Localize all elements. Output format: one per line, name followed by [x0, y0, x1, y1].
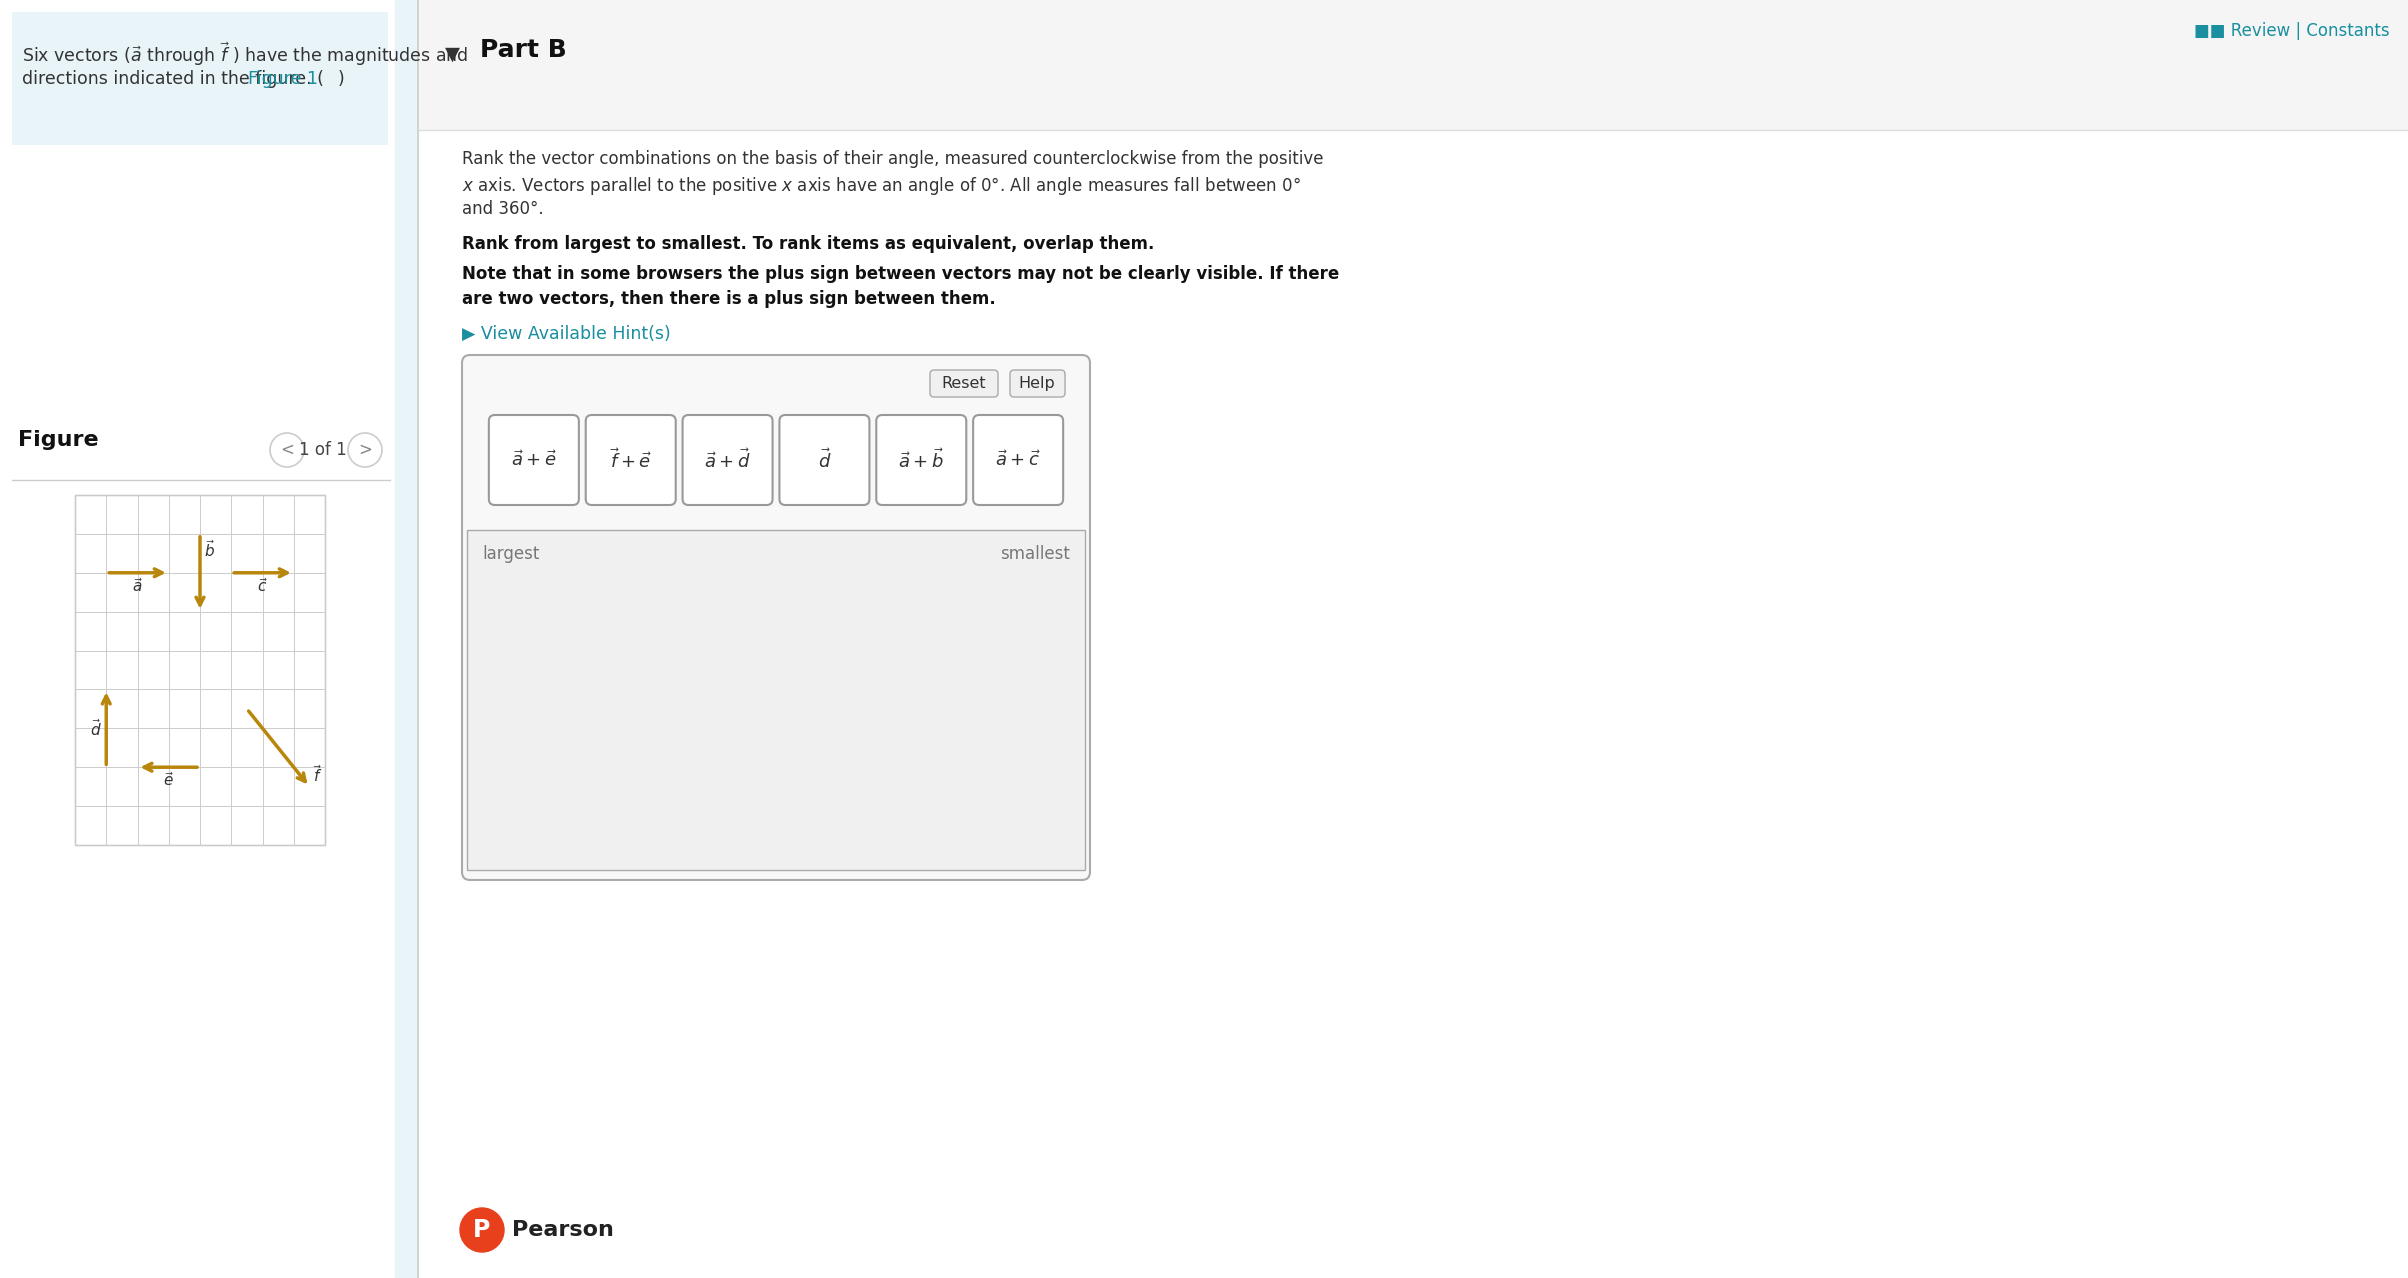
Text: $\vec{a}+\vec{d}$: $\vec{a}+\vec{d}$: [703, 449, 751, 472]
Text: Reset: Reset: [942, 376, 987, 391]
Text: $x$ axis. Vectors parallel to the positive $x$ axis have an angle of 0°. All ang: $x$ axis. Vectors parallel to the positi…: [462, 175, 1300, 197]
FancyBboxPatch shape: [489, 415, 578, 505]
Text: $\vec{a}+\vec{e}$: $\vec{a}+\vec{e}$: [510, 450, 556, 470]
Circle shape: [270, 433, 303, 466]
Text: directions indicated in the figure. (: directions indicated in the figure. (: [22, 70, 323, 88]
Text: smallest: smallest: [999, 544, 1069, 564]
Text: 1 of 1: 1 of 1: [299, 441, 347, 459]
FancyBboxPatch shape: [929, 371, 997, 397]
Text: $\vec{f}+\vec{e}$: $\vec{f}+\vec{e}$: [609, 449, 653, 472]
Text: $\vec{b}$: $\vec{b}$: [205, 539, 214, 560]
Text: P: P: [474, 1218, 491, 1242]
FancyBboxPatch shape: [585, 415, 677, 505]
FancyBboxPatch shape: [973, 415, 1064, 505]
Circle shape: [349, 433, 383, 466]
Text: $\vec{e}$: $\vec{e}$: [164, 771, 173, 790]
Text: ▼: ▼: [445, 45, 460, 64]
Text: $\vec{c}$: $\vec{c}$: [258, 576, 267, 594]
FancyBboxPatch shape: [1009, 371, 1064, 397]
Text: Help: Help: [1019, 376, 1055, 391]
Text: <: <: [279, 441, 294, 459]
Text: largest: largest: [482, 544, 539, 564]
Text: ▶ View Available Hint(s): ▶ View Available Hint(s): [462, 325, 672, 343]
Text: >: >: [359, 441, 371, 459]
Text: Part B: Part B: [479, 38, 566, 63]
Text: $\vec{d}$: $\vec{d}$: [819, 449, 831, 472]
Text: Figure 1: Figure 1: [248, 70, 318, 88]
FancyBboxPatch shape: [780, 415, 869, 505]
Text: Note that in some browsers the plus sign between vectors may not be clearly visi: Note that in some browsers the plus sign…: [462, 265, 1339, 282]
Text: ): ): [337, 70, 344, 88]
Text: $\vec{d}$: $\vec{d}$: [92, 718, 101, 739]
Text: $\vec{a}$: $\vec{a}$: [132, 576, 142, 594]
FancyBboxPatch shape: [681, 415, 773, 505]
Text: $\vec{f}$: $\vec{f}$: [313, 764, 323, 785]
Text: and 360°.: and 360°.: [462, 199, 544, 219]
Bar: [419, 0, 2408, 130]
Text: Figure: Figure: [17, 429, 99, 450]
FancyBboxPatch shape: [462, 355, 1091, 881]
Bar: [12, 12, 388, 144]
Text: are two vectors, then there is a plus sign between them.: are two vectors, then there is a plus si…: [462, 290, 997, 308]
Bar: [395, 0, 419, 1278]
Text: Rank the vector combinations on the basis of their angle, measured counterclockw: Rank the vector combinations on the basi…: [462, 150, 1324, 167]
Circle shape: [460, 1208, 503, 1252]
Text: $\vec{a}+\vec{b}$: $\vec{a}+\vec{b}$: [898, 449, 944, 472]
Text: Six vectors ($\vec{a}$ through $\vec{f}$ ) have the magnitudes and: Six vectors ($\vec{a}$ through $\vec{f}$…: [22, 40, 467, 68]
Bar: [75, 495, 325, 845]
Text: ■■ Review | Constants: ■■ Review | Constants: [2194, 22, 2391, 40]
Bar: [467, 530, 1086, 870]
Text: Rank from largest to smallest. To rank items as equivalent, overlap them.: Rank from largest to smallest. To rank i…: [462, 235, 1153, 253]
FancyBboxPatch shape: [877, 415, 966, 505]
Text: Pearson: Pearson: [513, 1220, 614, 1240]
Text: $\vec{a}+\vec{c}$: $\vec{a}+\vec{c}$: [995, 450, 1040, 470]
